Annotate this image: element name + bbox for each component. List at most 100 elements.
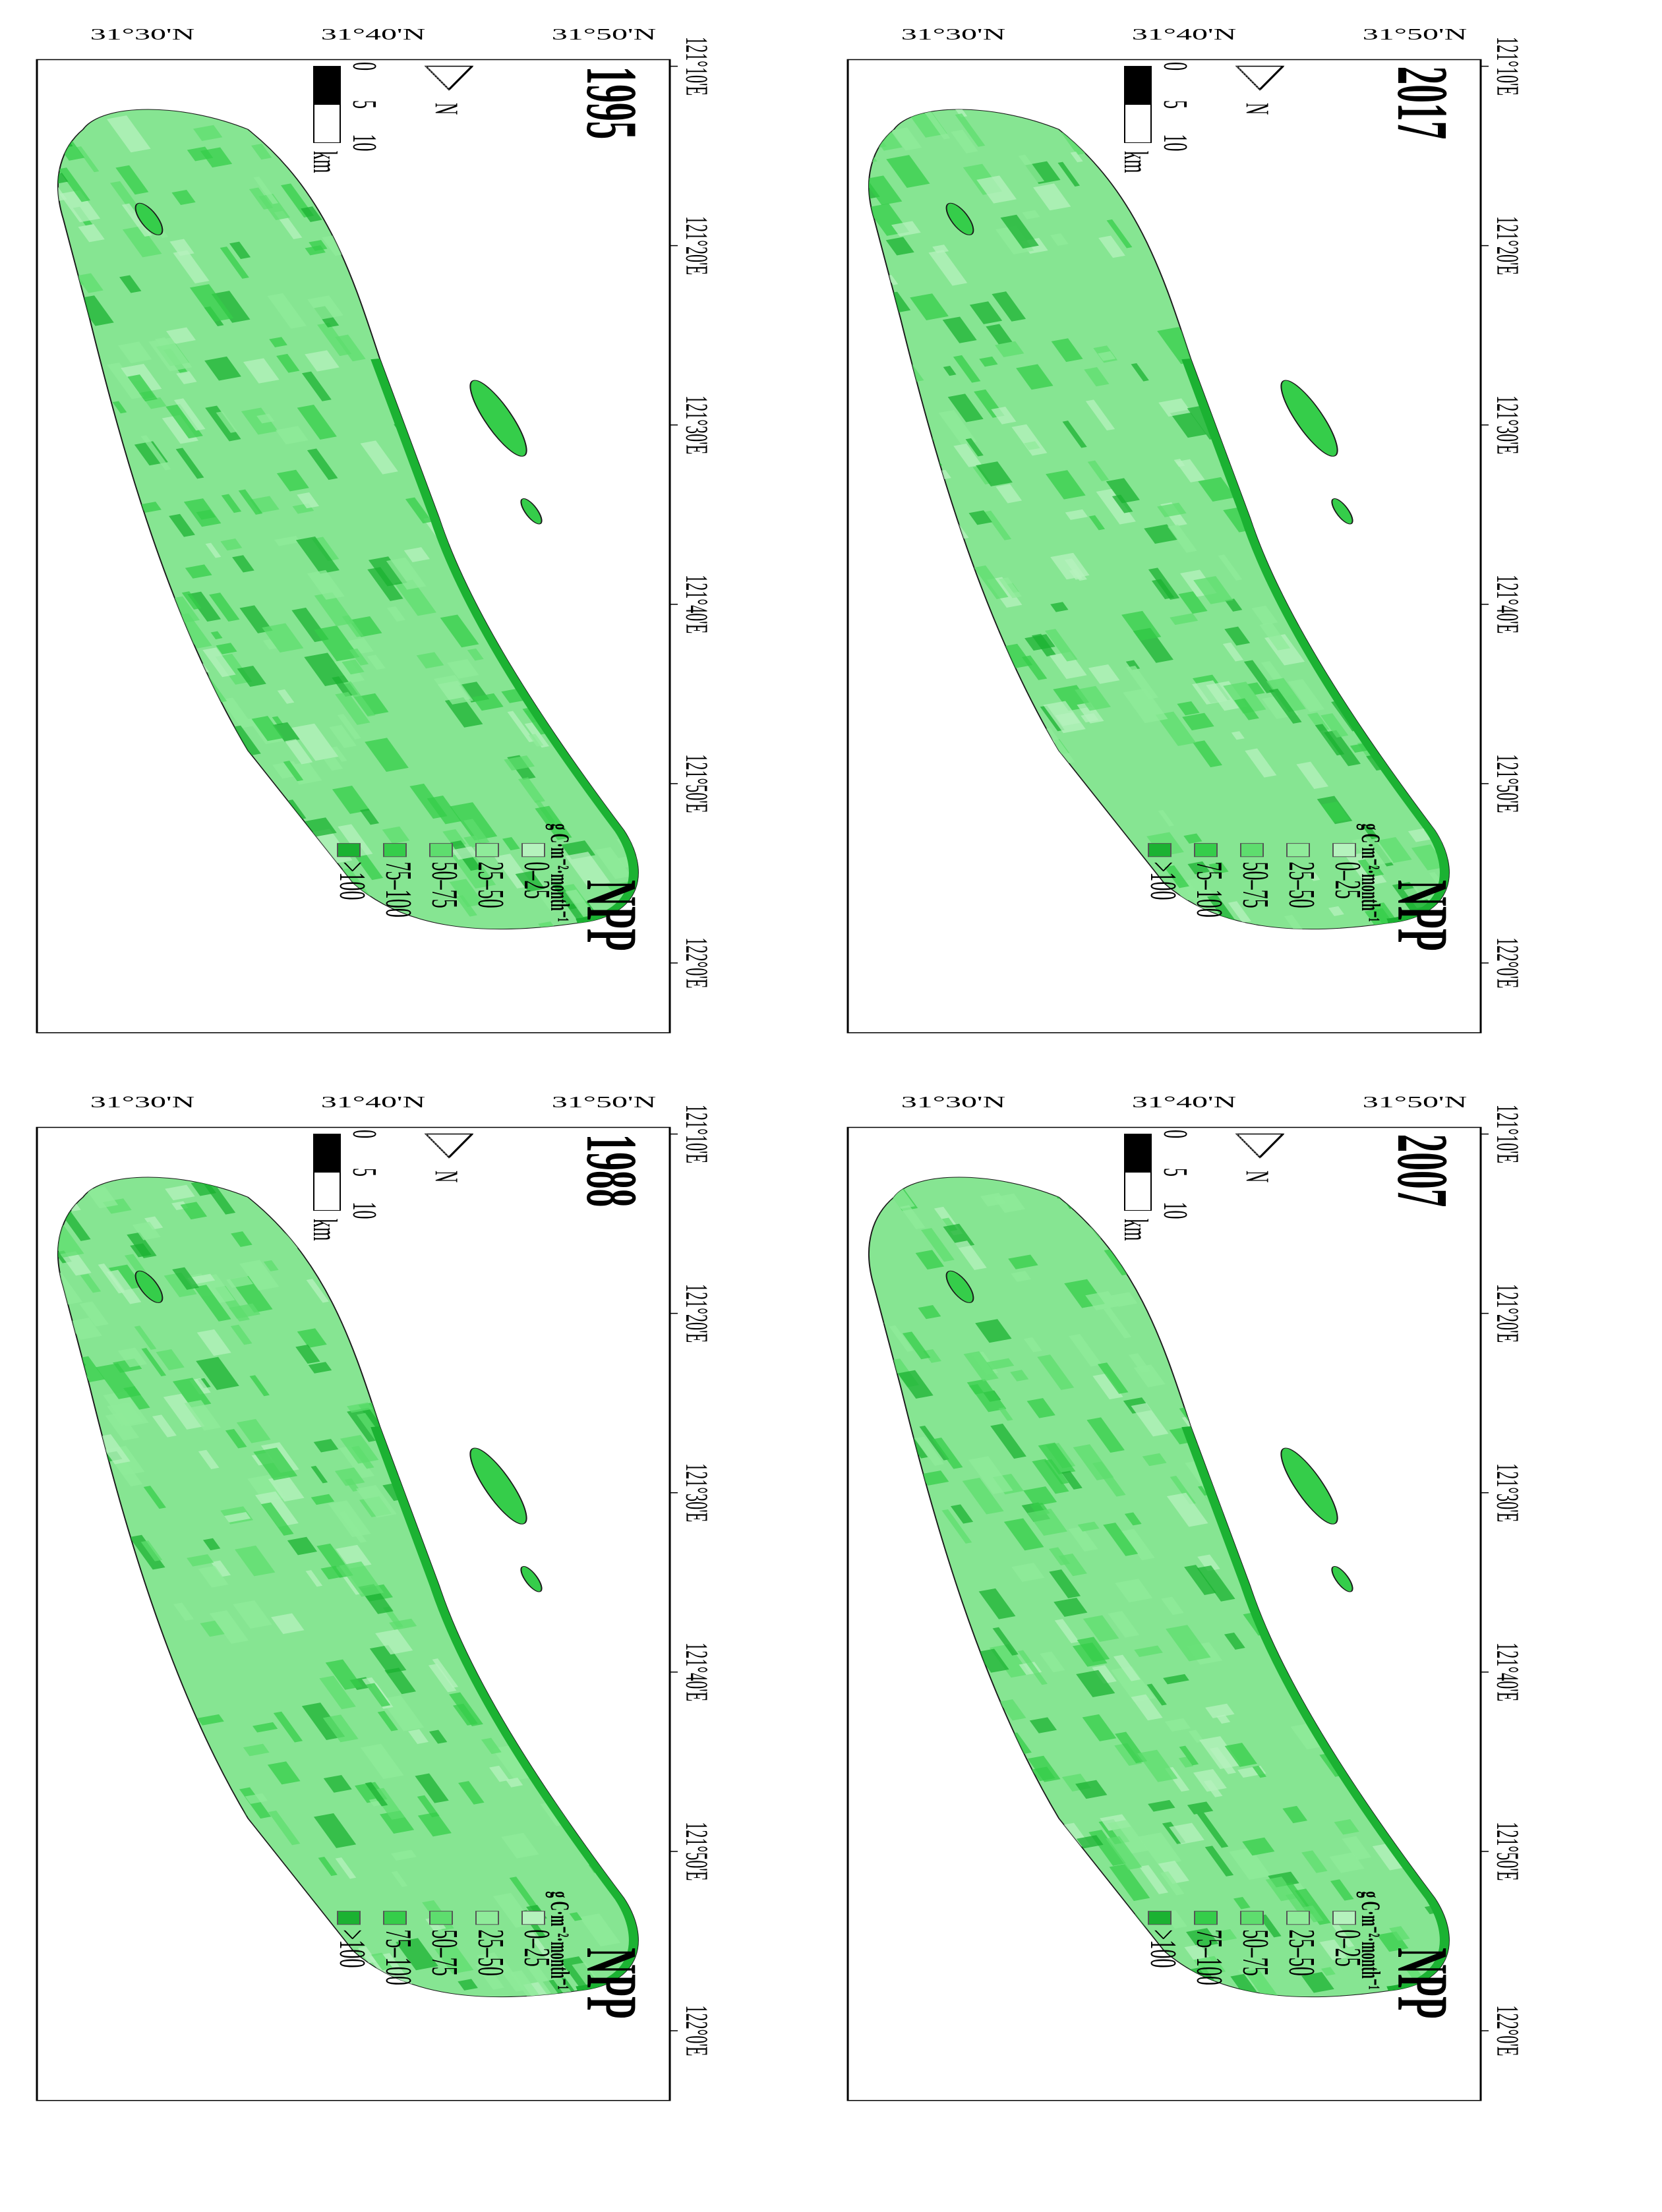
islet	[1280, 380, 1338, 457]
islet	[1280, 1447, 1338, 1525]
latitude-tick-label: 31°30'N	[90, 26, 194, 44]
scale-unit: km	[307, 151, 345, 173]
longitude-axis: 121°10'E 121°20'E 121°30'E 121°40'E 121°50'E…	[670, 37, 714, 989]
north-label: N	[429, 1171, 465, 1182]
latitude-tick-label: 31°50'N	[552, 1093, 656, 1111]
islet	[520, 498, 543, 525]
longitude-tick-label: 121°50'E	[679, 1822, 714, 1880]
north-label: N	[1239, 103, 1276, 115]
legend-swatch	[1332, 1911, 1356, 1925]
longitude-tick-label: 121°50'E	[679, 754, 714, 813]
longitude-tick-label: 121°10'E	[679, 37, 714, 96]
legend-label: 25–50	[1281, 1929, 1322, 1976]
longitude-tick-label: 121°50'E	[1490, 1822, 1525, 1880]
longitude-tick-label: 121°30'E	[679, 1463, 714, 1522]
scale-unit: km	[1117, 1219, 1156, 1240]
legend-label: 75–100	[378, 861, 419, 917]
longitude-tick-label: 121°40'E	[679, 575, 714, 633]
longitude-axis: 121°10'E 121°20'E 121°30'E 121°40'E 121°50'E…	[1481, 37, 1525, 989]
latitude-tick-label: 31°30'N	[901, 26, 1006, 44]
legend-label: 0–25	[516, 861, 558, 898]
islet	[134, 202, 163, 235]
scale-tick: 5	[1157, 100, 1195, 109]
longitude-tick-label: 121°40'E	[679, 1643, 714, 1701]
latitude-axis: 31°50'N 31°40'N 31°30'N	[90, 1093, 656, 1111]
legend-label: 0–25	[1327, 1929, 1369, 1966]
north-label: N	[429, 103, 465, 115]
scale-tick: 10	[1157, 134, 1195, 151]
legend-units: g C·m⁻²·month⁻¹	[545, 1891, 574, 1989]
map-svg: 121°10'E 121°20'E 121°30'E 121°40'E 121°50'E…	[846, 1093, 1525, 2101]
legend-label: 75–100	[1189, 1929, 1230, 1985]
latitude-tick-label: 31°50'N	[552, 26, 656, 44]
legend-units: g C·m⁻²·month⁻¹	[1356, 823, 1385, 921]
legend-label: 0–25	[1327, 861, 1369, 898]
scale-tick: 10	[346, 1202, 384, 1219]
legend-label: 50–75	[1235, 861, 1276, 908]
legend-label: 75–100	[378, 1929, 419, 1985]
longitude-tick-label: 122°0'E	[679, 937, 714, 988]
scale-tick: 0	[1157, 62, 1195, 71]
legend-swatch	[429, 1911, 453, 1925]
islet	[945, 1270, 974, 1303]
legend-title: NPP	[572, 1948, 653, 2019]
map-svg: 121°10'E 121°20'E 121°30'E 121°40'E 121°50'E…	[36, 26, 714, 1033]
legend-label: >100	[332, 1929, 373, 1967]
longitude-tick-label: 121°10'E	[679, 1105, 714, 1163]
legend-swatch	[475, 843, 499, 858]
legend-title: NPP	[1382, 1948, 1464, 2019]
longitude-tick-label: 122°0'E	[1490, 937, 1525, 988]
islet	[469, 1447, 527, 1525]
year-label: 2007	[1382, 1134, 1464, 1208]
longitude-tick-label: 121°40'E	[1490, 1643, 1525, 1701]
latitude-axis: 31°50'N 31°40'N 31°30'N	[901, 26, 1468, 44]
longitude-tick-label: 121°30'E	[679, 395, 714, 454]
map-panel-2017: 121°10'E 121°20'E 121°30'E 121°40'E 121°50'E…	[831, 20, 1560, 1048]
legend-title: NPP	[572, 880, 653, 951]
longitude-tick-label: 121°40'E	[1490, 575, 1525, 633]
legend-swatch	[521, 1911, 545, 1925]
legend-swatch	[337, 1911, 361, 1925]
legend-swatch	[1286, 843, 1310, 858]
islet	[469, 380, 527, 457]
legend-swatch	[337, 843, 361, 858]
map-svg: 121°10'E 121°20'E 121°30'E 121°40'E 121°50'E…	[846, 26, 1525, 1033]
legend-swatch	[1240, 1911, 1264, 1925]
scale-tick: 5	[1157, 1168, 1195, 1177]
legend-label: 25–50	[470, 861, 512, 908]
legend-label: 0–25	[516, 1929, 558, 1966]
legend-swatch	[1194, 843, 1218, 858]
longitude-tick-label: 121°20'E	[1490, 216, 1525, 275]
longitude-axis: 121°10'E 121°20'E 121°30'E 121°40'E 121°50'E…	[670, 1105, 714, 2056]
scale-tick: 0	[346, 1130, 384, 1138]
legend-units: g C·m⁻²·month⁻¹	[545, 823, 574, 921]
legend-swatch	[1194, 1911, 1218, 1925]
longitude-tick-label: 121°10'E	[1490, 37, 1525, 96]
latitude-tick-label: 31°30'N	[901, 1093, 1006, 1111]
legend-swatch	[1286, 1911, 1310, 1925]
latitude-tick-label: 31°40'N	[1132, 1093, 1237, 1111]
latitude-tick-label: 31°30'N	[90, 1093, 194, 1111]
legend: NPP g C·m⁻²·month⁻¹ g C·m⁻²·month⁻¹ 0–25…	[1143, 823, 1463, 950]
legend-label: >100	[1143, 1929, 1184, 1967]
latitude-tick-label: 31°40'N	[1132, 26, 1237, 44]
scale-tick: 0	[346, 62, 384, 71]
longitude-tick-label: 121°30'E	[1490, 1463, 1525, 1522]
legend-units: g C·m⁻²·month⁻¹	[1356, 1891, 1385, 1989]
scale-unit: km	[1117, 151, 1156, 173]
longitude-tick-label: 122°0'E	[1490, 2005, 1525, 2056]
legend: NPP g C·m⁻²·month⁻¹ g C·m⁻²·month⁻¹ 0–25…	[1143, 1891, 1463, 2018]
scale-tick: 10	[1157, 1202, 1195, 1219]
legend-swatch	[383, 843, 407, 858]
legend-label: >100	[332, 861, 373, 900]
legend-label: >100	[1143, 861, 1184, 900]
longitude-tick-label: 121°20'E	[1490, 1284, 1525, 1343]
scale-bar: 0 5 10 km	[1117, 62, 1195, 173]
legend-swatch	[521, 843, 545, 858]
chongming-island-map	[868, 109, 1450, 930]
longitude-tick-label: 121°30'E	[1490, 395, 1525, 454]
scale-bar: 0 5 10 km	[1117, 1130, 1195, 1241]
legend-swatch	[1148, 843, 1172, 858]
legend: NPP g C·m⁻²·month⁻¹ g C·m⁻²·month⁻¹ 0–25…	[332, 823, 652, 950]
longitude-tick-label: 121°20'E	[679, 1284, 714, 1343]
